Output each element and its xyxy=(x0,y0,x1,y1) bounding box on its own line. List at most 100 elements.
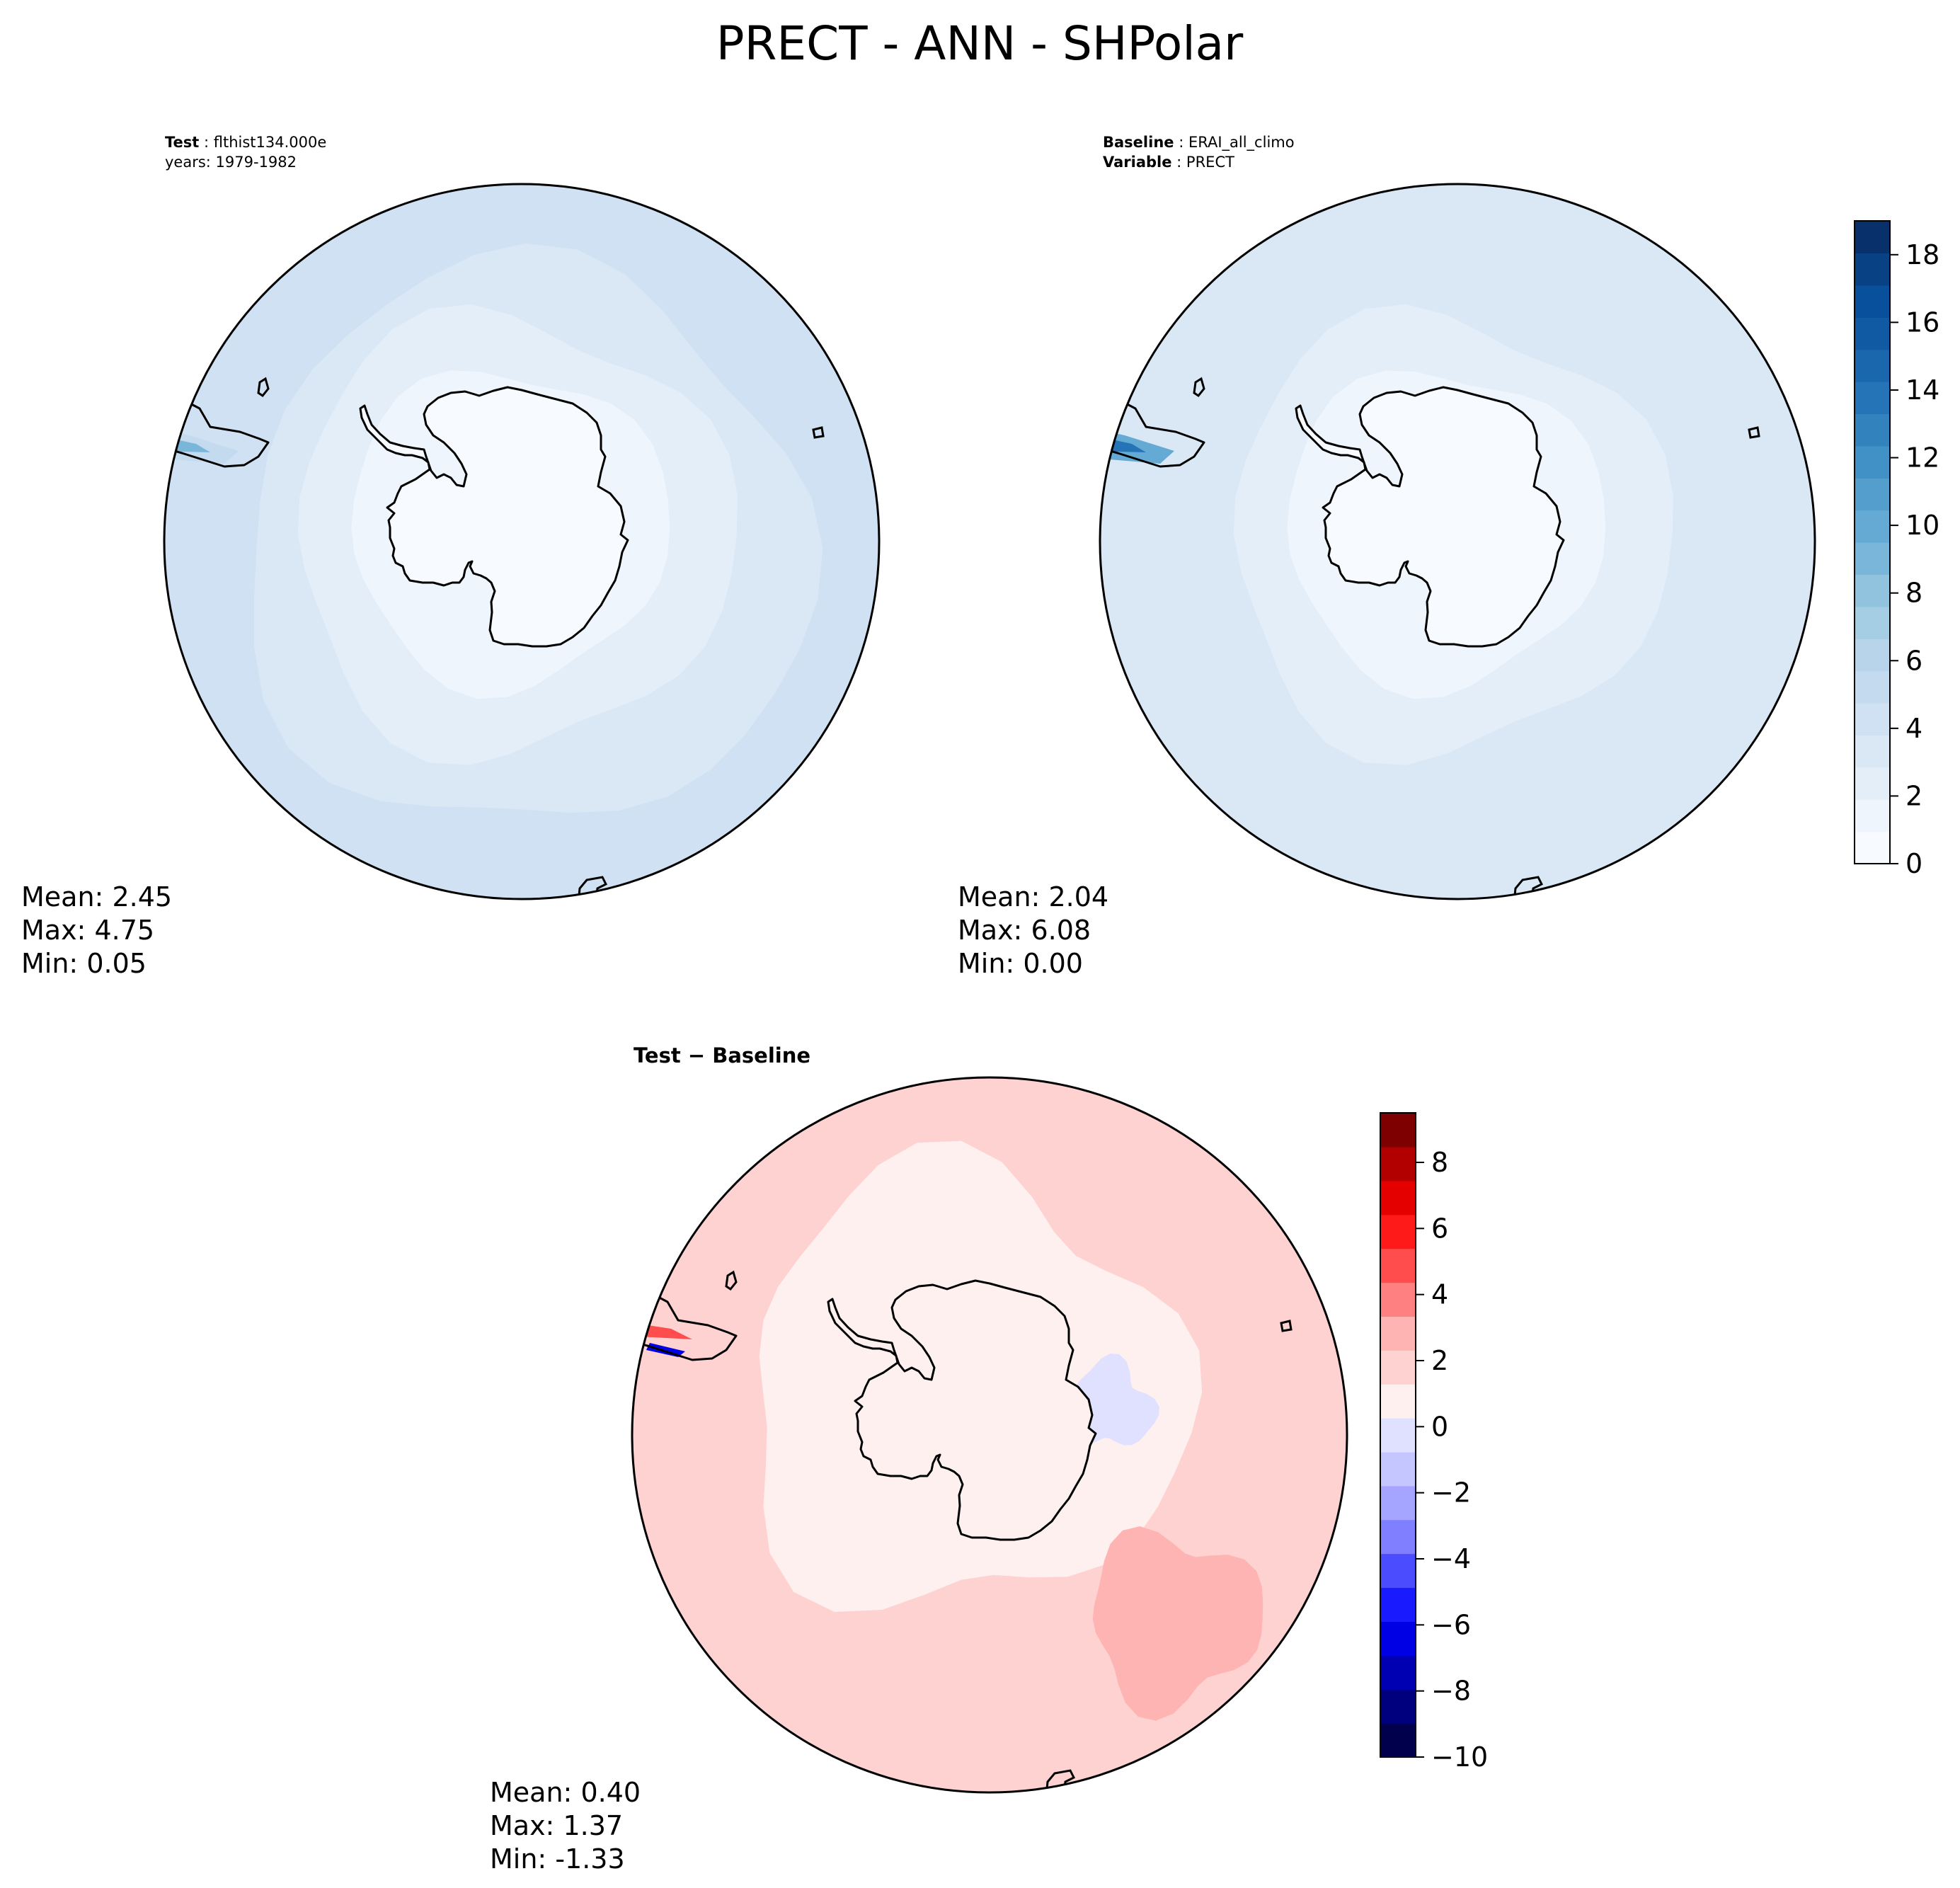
baseline-min: 0.00 xyxy=(1023,948,1083,979)
difference-colorbar-swatch xyxy=(1380,1146,1416,1182)
precip-colorbar-tick-label: 16 xyxy=(1905,307,1939,338)
difference-colorbar-swatch xyxy=(1380,1418,1416,1453)
difference-colorbar-swatch xyxy=(1380,1282,1416,1317)
precip-colorbar-swatch xyxy=(1855,703,1890,736)
falkland-islands-coastline xyxy=(1193,377,1205,398)
precip-colorbar: 0 2 4 6 8 10 12 14 16 18 xyxy=(1854,220,1939,879)
svg-text:years: 1979-1982: years: 1979-1982 xyxy=(165,154,297,171)
precip-colorbar-tick-label: 0 xyxy=(1905,848,1922,879)
precip-colorbar-tick-label: 8 xyxy=(1905,578,1922,609)
precip-colorbar-tick-label: 14 xyxy=(1905,374,1939,406)
precip-colorbar-swatch xyxy=(1855,349,1890,382)
difference-header: Test − Baseline xyxy=(634,1043,810,1068)
difference-colorbar-tick-label: 4 xyxy=(1431,1279,1448,1310)
difference-max: 1.37 xyxy=(563,1810,623,1841)
difference-colorbar-swatch xyxy=(1380,1587,1416,1622)
south-america-coastline xyxy=(164,399,270,468)
difference-map xyxy=(632,1077,1347,1792)
precip-colorbar-tick-label: 2 xyxy=(1905,780,1922,811)
svg-text:Max: 1.37: Max: 1.37 xyxy=(490,1810,623,1841)
new-zealand-coastline xyxy=(577,876,608,899)
precip-colorbar-swatch xyxy=(1855,670,1890,704)
svg-text:Baseline : ERAI_all_climo: Baseline : ERAI_all_climo xyxy=(1103,134,1295,151)
difference-colorbar-swatch xyxy=(1380,1519,1416,1555)
svg-text:Mean: 0.40: Mean: 0.40 xyxy=(490,1777,641,1808)
kerguelen-island-coastline xyxy=(812,426,825,439)
baseline-header-value: ERAI_all_climo xyxy=(1188,134,1295,151)
kerguelen-island-coastline xyxy=(1748,426,1760,439)
falkland-islands-coastline xyxy=(257,377,270,398)
baseline-mean: 2.04 xyxy=(1048,881,1108,912)
new-zealand-coastline xyxy=(1513,876,1544,899)
diff-positive-patch xyxy=(1092,1526,1263,1721)
difference-colorbar-swatch xyxy=(1380,1723,1416,1758)
difference-stats: Mean: 0.40 Max: 1.37 Min: -1.33 xyxy=(490,1777,641,1875)
precip-colorbar-swatch xyxy=(1855,574,1890,607)
svg-text:Test : flthist134.000e: Test : flthist134.000e xyxy=(165,134,326,151)
test-min: 0.05 xyxy=(86,948,147,979)
difference-colorbar-tick-label: −8 xyxy=(1431,1676,1471,1707)
test-map-boundary xyxy=(163,183,881,900)
baseline-header: Baseline : ERAI_all_climo Variable : PRE… xyxy=(1103,134,1295,171)
precip-colorbar-swatch xyxy=(1855,510,1890,543)
precip-colorbar-swatch xyxy=(1855,831,1890,864)
difference-colorbar-swatch xyxy=(1380,1248,1416,1283)
difference-colorbar-swatch xyxy=(1380,1655,1416,1690)
test-header-key: Test xyxy=(165,134,199,151)
difference-min: -1.33 xyxy=(555,1843,624,1875)
svg-text:Min: -1.33: Min: -1.33 xyxy=(490,1843,625,1875)
difference-colorbar-frame xyxy=(1380,1112,1416,1758)
precip-colorbar-swatch xyxy=(1855,253,1890,286)
precip-colorbar-tick-label: 12 xyxy=(1905,442,1939,474)
svg-text:Mean: 2.04: Mean: 2.04 xyxy=(958,881,1108,912)
precip-colorbar-swatch xyxy=(1855,221,1890,253)
test-stats: Mean: 2.45 Max: 4.75 Min: 0.05 xyxy=(21,881,172,979)
difference-colorbar-tick-label: 0 xyxy=(1431,1411,1448,1442)
test-years: years: 1979-1982 xyxy=(165,154,297,171)
svg-text:Min: 0.05: Min: 0.05 xyxy=(21,948,147,979)
difference-colorbar-swatch xyxy=(1380,1180,1416,1215)
difference-colorbar: −10 −8 −6 −4 −2 0 2 4 6 8 xyxy=(1380,1112,1488,1773)
precip-colorbar-frame xyxy=(1854,220,1891,864)
figure-title: PRECT - ANN - SHPolar xyxy=(716,16,1244,71)
difference-colorbar-swatch xyxy=(1380,1621,1416,1656)
baseline-map xyxy=(1100,184,1815,899)
precip-colorbar-tick-label: 18 xyxy=(1905,239,1939,270)
difference-colorbar-tick-label: −6 xyxy=(1431,1609,1471,1640)
difference-map-boundary xyxy=(631,1076,1348,1794)
baseline-max: 6.08 xyxy=(1031,915,1091,946)
precip-colorbar-tick-label: 4 xyxy=(1905,713,1922,744)
test-mean: 2.45 xyxy=(112,881,172,912)
south-america-coastline xyxy=(632,1292,738,1361)
baseline-stats: Mean: 2.04 Max: 6.08 Min: 0.00 xyxy=(958,881,1108,979)
test-map xyxy=(164,184,879,899)
precip-colorbar-swatch xyxy=(1855,317,1890,350)
difference-colorbar-swatch xyxy=(1380,1451,1416,1487)
difference-colorbar-tick-label: 8 xyxy=(1431,1147,1448,1178)
svg-text:Mean: 2.45: Mean: 2.45 xyxy=(21,881,172,912)
difference-colorbar-tick-label: 6 xyxy=(1431,1213,1448,1244)
svg-text:Max: 4.75: Max: 4.75 xyxy=(21,915,154,946)
difference-mean: 0.40 xyxy=(580,1777,641,1808)
difference-colorbar-tick-label: −10 xyxy=(1431,1741,1488,1773)
kerguelen-island-coastline xyxy=(1280,1320,1293,1332)
difference-colorbar-swatch xyxy=(1380,1350,1416,1385)
test-header-value: flthist134.000e xyxy=(214,134,327,151)
south-america-coastline xyxy=(1100,399,1205,468)
precip-colorbar-swatch xyxy=(1855,285,1890,318)
precip-colorbar-swatch xyxy=(1855,799,1890,833)
difference-colorbar-tick-label: −2 xyxy=(1431,1477,1471,1509)
difference-panel: Test − Baseline Mean: 0.40 Max: 1.37 Min… xyxy=(490,1043,1488,1875)
precip-colorbar-swatch xyxy=(1855,542,1890,575)
svg-text:Min: 0.00: Min: 0.00 xyxy=(958,948,1083,979)
precip-colorbar-swatch xyxy=(1855,413,1890,447)
svg-text:Max: 6.08: Max: 6.08 xyxy=(958,915,1091,946)
precip-colorbar-tick-label: 10 xyxy=(1905,510,1939,541)
precip-colorbar-swatch xyxy=(1855,639,1890,672)
precip-colorbar-tick-label: 6 xyxy=(1905,645,1922,676)
svg-text:Variable : PRECT: Variable : PRECT xyxy=(1103,154,1234,171)
new-zealand-coastline xyxy=(1045,1769,1076,1792)
test-header: Test : flthist134.000e years: 1979-1982 xyxy=(165,134,326,171)
precip-colorbar-swatch xyxy=(1855,606,1890,639)
